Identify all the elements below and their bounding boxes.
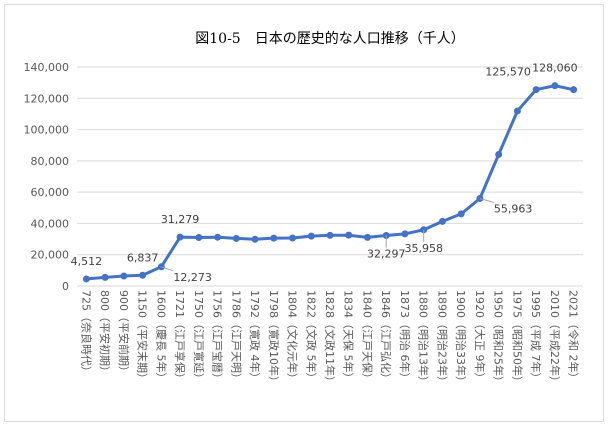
data-point bbox=[345, 231, 353, 239]
x-tick-label: 1834（天保 5年） bbox=[342, 290, 356, 384]
x-tick-label: 1804（文化元年） bbox=[286, 290, 300, 384]
series-layer bbox=[82, 82, 578, 283]
x-tick-label: 1798（寛政10年） bbox=[267, 290, 281, 387]
data-point bbox=[101, 273, 109, 281]
data-point bbox=[251, 235, 259, 243]
data-point bbox=[570, 86, 578, 94]
data-point bbox=[401, 230, 409, 238]
data-point bbox=[176, 233, 184, 241]
y-tick-label: 40,000 bbox=[31, 217, 70, 230]
y-tick-label: 140,000 bbox=[24, 61, 70, 74]
x-tick-label: 800（平安初期） bbox=[98, 290, 112, 377]
data-label: 4,512 bbox=[71, 255, 103, 268]
x-tick-label: 1880（明治13年） bbox=[417, 290, 431, 387]
leader-line bbox=[161, 266, 174, 272]
chart-title: 図10-5 日本の歴史的な人口推移（千人） bbox=[195, 31, 464, 47]
data-point bbox=[438, 217, 446, 225]
x-tick-label: 1721（江戸享保） bbox=[173, 290, 187, 384]
y-tick-label: 120,000 bbox=[24, 92, 70, 105]
x-axis-ticks: 725（奈良時代） 800（平安初期） 900（平安前期） 1150（平安末期） 160… bbox=[79, 290, 580, 387]
x-tick-label: 725（奈良時代） bbox=[79, 290, 93, 377]
leader-line bbox=[479, 197, 495, 203]
population-line-chart: 図10-5 日本の歴史的な人口推移（千人） 0 20,000 40,000 60,00… bbox=[24, 31, 583, 387]
data-label: 35,958 bbox=[404, 242, 443, 255]
x-tick-label: 1920（大正 9年） bbox=[473, 290, 487, 384]
x-tick-label: 1890（明治23年） bbox=[435, 290, 449, 387]
x-tick-label: 1995（平成 7年） bbox=[529, 290, 543, 384]
x-tick-label: 1975（昭和50年） bbox=[510, 290, 524, 387]
y-tick-label: 60,000 bbox=[31, 186, 70, 199]
data-point bbox=[139, 271, 147, 279]
x-tick-label: 1600（慶長 5年） bbox=[154, 290, 168, 384]
y-tick-label: 100,000 bbox=[24, 124, 70, 137]
x-tick-label: 1750（江戸寛延） bbox=[192, 290, 206, 384]
data-point bbox=[457, 210, 465, 218]
grid-lines bbox=[77, 66, 583, 287]
data-point bbox=[326, 231, 334, 239]
y-axis-ticks: 0 20,000 40,000 60,000 80,000 100,000 120,000 1… bbox=[24, 61, 70, 293]
y-tick-label: 20,000 bbox=[31, 249, 70, 262]
data-label: 6,837 bbox=[127, 251, 159, 264]
data-label: 12,273 bbox=[173, 271, 212, 284]
data-label: 31,279 bbox=[161, 213, 200, 226]
x-tick-label: 1846（江戸弘化） bbox=[379, 290, 393, 384]
x-tick-label: 1150（平安末期） bbox=[136, 290, 150, 384]
y-tick-label: 0 bbox=[62, 280, 69, 293]
x-tick-label: 1756（江戸宝暦） bbox=[211, 290, 225, 384]
data-point bbox=[82, 275, 90, 283]
chart-frame: 図10-5 日本の歴史的な人口推移（千人） 0 20,000 40,000 60,00… bbox=[4, 4, 604, 422]
data-point bbox=[551, 82, 559, 90]
data-point bbox=[289, 234, 297, 242]
x-tick-label: 900（平安前期） bbox=[117, 290, 131, 377]
x-tick-label: 1792（寛政 4年） bbox=[248, 290, 262, 384]
y-tick-label: 80,000 bbox=[31, 155, 70, 168]
x-tick-label: 2010（平成22年） bbox=[548, 290, 562, 387]
data-point bbox=[307, 232, 315, 240]
x-tick-label: 1828（文政11年） bbox=[323, 290, 337, 387]
data-point bbox=[270, 234, 278, 242]
x-tick-label: 1900（明治33年） bbox=[454, 290, 468, 387]
data-point bbox=[495, 150, 503, 158]
data-label: 32,297 bbox=[367, 247, 406, 260]
data-label: 125,570 bbox=[485, 66, 531, 79]
x-tick-label: 1873（明治 6年） bbox=[398, 290, 412, 384]
x-tick-label: 1822（文政 5年） bbox=[304, 290, 318, 384]
data-label: 55,963 bbox=[494, 202, 532, 215]
data-point bbox=[363, 233, 371, 241]
data-point bbox=[532, 86, 540, 94]
data-point bbox=[513, 107, 521, 115]
data-point bbox=[120, 272, 128, 280]
series-line bbox=[86, 84, 574, 281]
data-label: 128,060 bbox=[532, 62, 578, 75]
data-point bbox=[214, 233, 222, 241]
x-tick-label: 1786（江戸天明） bbox=[229, 290, 242, 384]
x-tick-label: 1840（江戸天保） bbox=[360, 290, 374, 384]
data-point bbox=[195, 234, 203, 242]
x-tick-label: 2021（令和 2年） bbox=[567, 290, 581, 384]
x-tick-label: 1950（昭和25年） bbox=[492, 290, 506, 387]
data-point bbox=[232, 234, 240, 242]
